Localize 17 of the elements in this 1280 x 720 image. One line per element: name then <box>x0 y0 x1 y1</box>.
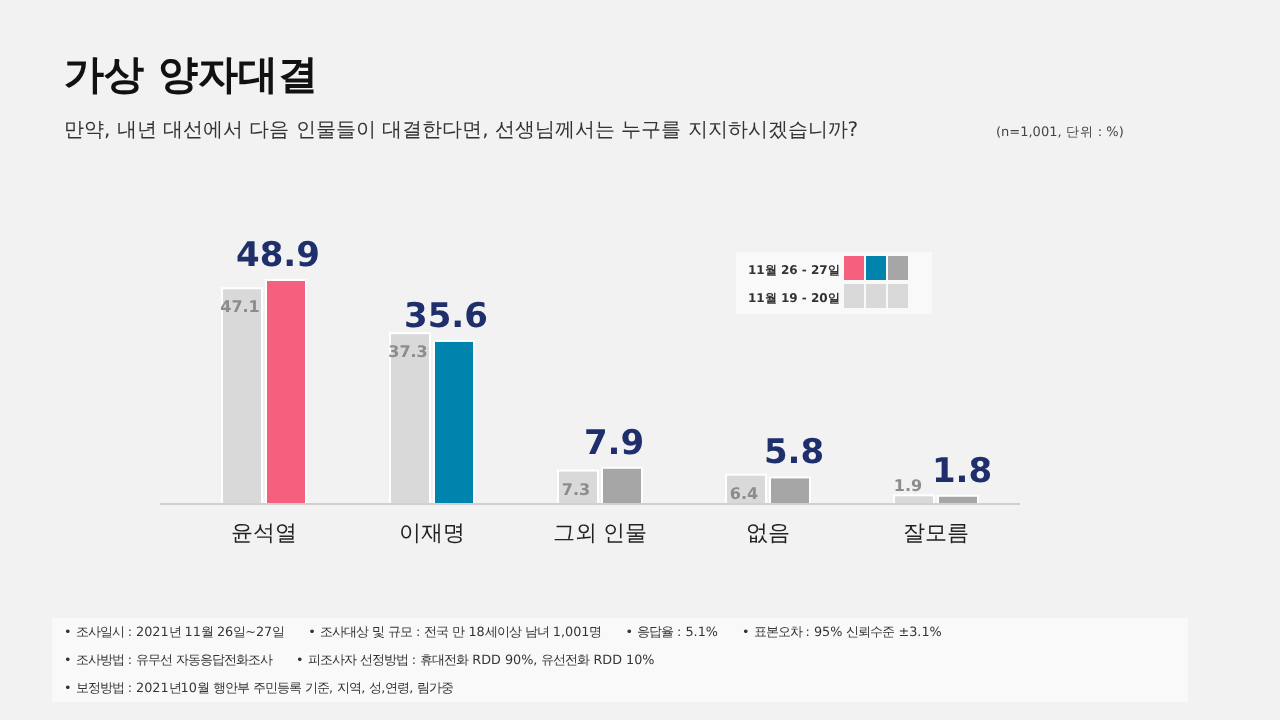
data-label: 6.4 <box>729 484 760 503</box>
chart-title: 가상 양자대결 <box>64 50 318 98</box>
data-label: 7.3 <box>561 480 591 499</box>
data-label: 37.3 <box>388 343 428 362</box>
data-label: 7.9 <box>583 423 645 464</box>
data-label: 47.1 <box>220 298 261 317</box>
x-tick-label: 그외 인물 <box>552 520 648 546</box>
x-tick-label: 없음 <box>746 520 790 546</box>
data-label: 5.8 <box>763 433 825 474</box>
x-tick-label: 윤석열 <box>231 520 297 546</box>
chart-subtitle: 만약, 내년 대선에서 다음 인물들이 대결한다면, 선생님께서는 누구를 지지하시겠습니까? <box>64 120 859 142</box>
data-label: 1.8 <box>931 451 993 492</box>
x-tick-label: 잘모름 <box>903 520 969 546</box>
x-tick-label: 이재명 <box>399 520 465 546</box>
data-label: 1.9 <box>893 477 924 496</box>
data-label: 48.9 <box>236 236 320 276</box>
data-label: 35.6 <box>404 296 488 337</box>
